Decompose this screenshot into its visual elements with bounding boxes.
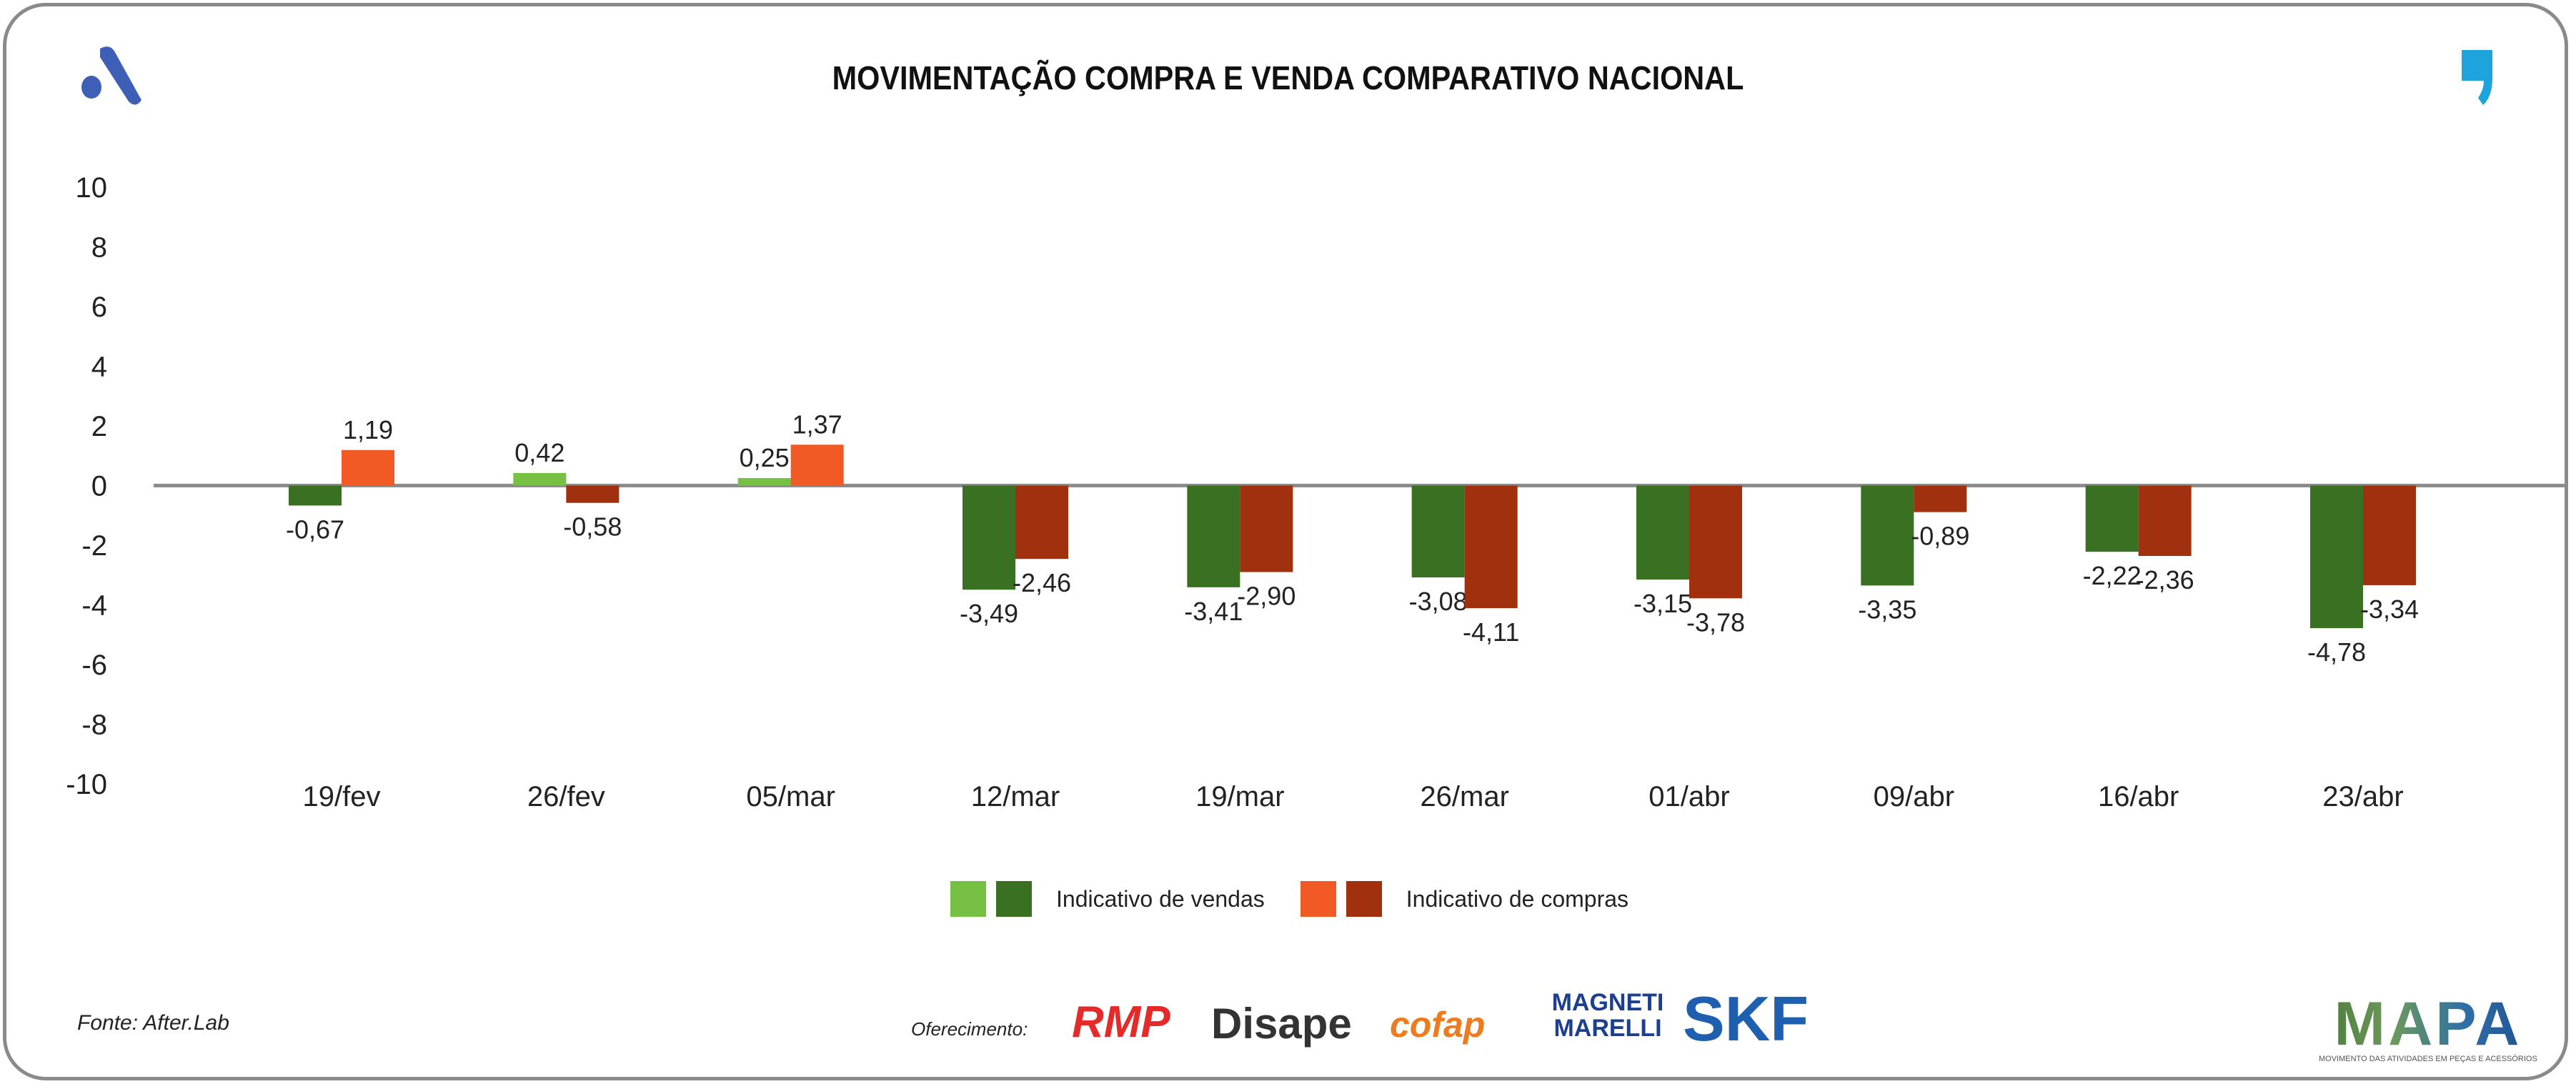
bar-vendas bbox=[2310, 485, 2363, 629]
sponsor-magneti-marelli-logo: MAGNETI MARELLI bbox=[1551, 989, 1664, 1042]
data-label-compras: -2,36 bbox=[2136, 565, 2194, 595]
bar-vendas bbox=[513, 472, 567, 486]
bar-vendas bbox=[1411, 485, 1465, 578]
data-label-vendas: -3,41 bbox=[1184, 597, 1243, 626]
x-tick-label: 19/fev bbox=[303, 781, 381, 812]
x-tick-label: 05/mar bbox=[746, 781, 835, 812]
data-label-vendas: -0,67 bbox=[286, 514, 344, 544]
quote-logo-icon bbox=[2458, 46, 2501, 114]
brand-a-logo-icon bbox=[79, 43, 143, 111]
bar-vendas bbox=[2085, 485, 2139, 552]
data-label-compras: -2,90 bbox=[1237, 582, 1296, 611]
bar-compras bbox=[566, 485, 620, 503]
x-tick-label: 12/mar bbox=[971, 781, 1060, 812]
sponsor-skf-logo: SKF bbox=[1683, 983, 1809, 1054]
bar-compras bbox=[1464, 485, 1518, 609]
bar-vendas bbox=[1187, 485, 1240, 587]
legend-swatch-vendas-neg bbox=[996, 881, 1032, 917]
x-tick-label: 09/abr bbox=[1874, 781, 1954, 812]
y-tick-label: -4 bbox=[81, 590, 107, 622]
y-tick-label: 0 bbox=[91, 471, 107, 502]
y-tick-label: 8 bbox=[91, 232, 107, 264]
y-tick-label: -6 bbox=[81, 650, 107, 681]
bar-compras bbox=[1015, 485, 1068, 560]
mapa-logo-subtitle: MOVIMENTO DAS ATIVIDADES EM PEÇAS E ACES… bbox=[2319, 1055, 2537, 1063]
mapa-logo: MAPA MOVIMENTO DAS ATIVIDADES EM PEÇAS E… bbox=[2319, 993, 2537, 1063]
sponsor-label: Oferecimento: bbox=[911, 1018, 1028, 1040]
legend: Indicativo de vendas Indicativo de compr… bbox=[950, 881, 1664, 917]
data-label-compras: 1,37 bbox=[792, 409, 842, 439]
data-label-vendas: -2,22 bbox=[2083, 561, 2142, 590]
bar-compras bbox=[790, 444, 844, 486]
x-tick-label: 26/fev bbox=[527, 781, 605, 812]
y-tick-label: -2 bbox=[81, 530, 107, 562]
bar-vendas bbox=[963, 485, 1015, 590]
mapa-logo-text: MAPA bbox=[2319, 993, 2537, 1055]
chart-title: MOVIMENTAÇÃO COMPRA E VENDA COMPARATIVO … bbox=[832, 59, 1744, 96]
bar-compras bbox=[2138, 485, 2192, 557]
x-tick-label: 19/mar bbox=[1195, 781, 1285, 812]
x-tick-label: 01/abr bbox=[1648, 781, 1729, 812]
y-tick-label: 2 bbox=[91, 411, 107, 442]
legend-swatch-compras-neg bbox=[1346, 881, 1382, 917]
bar-vendas bbox=[737, 478, 791, 486]
y-tick-label: -8 bbox=[81, 710, 107, 741]
data-label-vendas: -3,08 bbox=[1409, 587, 1468, 616]
y-tick-label: 4 bbox=[91, 352, 107, 383]
bar-vendas bbox=[1861, 485, 1914, 586]
sponsor-rmp-logo: RMP bbox=[1072, 998, 1170, 1047]
data-label-compras: -2,46 bbox=[1013, 568, 1071, 597]
data-label-compras: -3,34 bbox=[2360, 595, 2419, 624]
bar-compras bbox=[342, 449, 394, 486]
bar-compras bbox=[1240, 485, 1293, 572]
data-label-vendas: 0,42 bbox=[514, 438, 565, 467]
bar-vendas bbox=[1636, 485, 1689, 580]
x-tick-label: 26/mar bbox=[1420, 781, 1509, 812]
x-tick-label: 16/abr bbox=[2098, 781, 2179, 812]
legend-label-compras: Indicativo de compras bbox=[1406, 885, 1629, 912]
sponsor-cofap-logo: cofap bbox=[1390, 1005, 1486, 1045]
y-tick-label: -10 bbox=[66, 769, 107, 800]
y-tick-label: 10 bbox=[76, 172, 108, 204]
data-label-compras: 1,19 bbox=[343, 415, 393, 444]
legend-swatch-vendas-pos bbox=[950, 881, 986, 917]
data-label-vendas: -4,78 bbox=[2307, 637, 2366, 667]
data-label-compras: -3,78 bbox=[1686, 607, 1745, 637]
sponsor-disape-logo: Disape bbox=[1211, 1000, 1352, 1048]
y-tick-label: 6 bbox=[91, 292, 107, 323]
data-label-vendas: -3,49 bbox=[960, 599, 1018, 628]
data-label-vendas: -3,35 bbox=[1858, 595, 1916, 624]
source-note: Fonte: After.Lab bbox=[77, 1011, 229, 1035]
data-label-vendas: -3,15 bbox=[1633, 589, 1692, 618]
bar-vendas bbox=[289, 485, 342, 506]
data-label-vendas: 0,25 bbox=[740, 443, 790, 472]
bar-compras bbox=[2363, 485, 2416, 585]
bar-compras bbox=[1689, 485, 1742, 599]
bar-compras bbox=[1914, 485, 1967, 512]
data-label-compras: -4,11 bbox=[1463, 617, 1519, 647]
legend-label-vendas: Indicativo de vendas bbox=[1056, 885, 1265, 912]
data-label-compras: -0,89 bbox=[1911, 522, 1969, 551]
x-tick-label: 23/abr bbox=[2322, 781, 2403, 812]
data-label-compras: -0,58 bbox=[563, 512, 622, 542]
legend-swatch-compras-pos bbox=[1300, 881, 1336, 917]
